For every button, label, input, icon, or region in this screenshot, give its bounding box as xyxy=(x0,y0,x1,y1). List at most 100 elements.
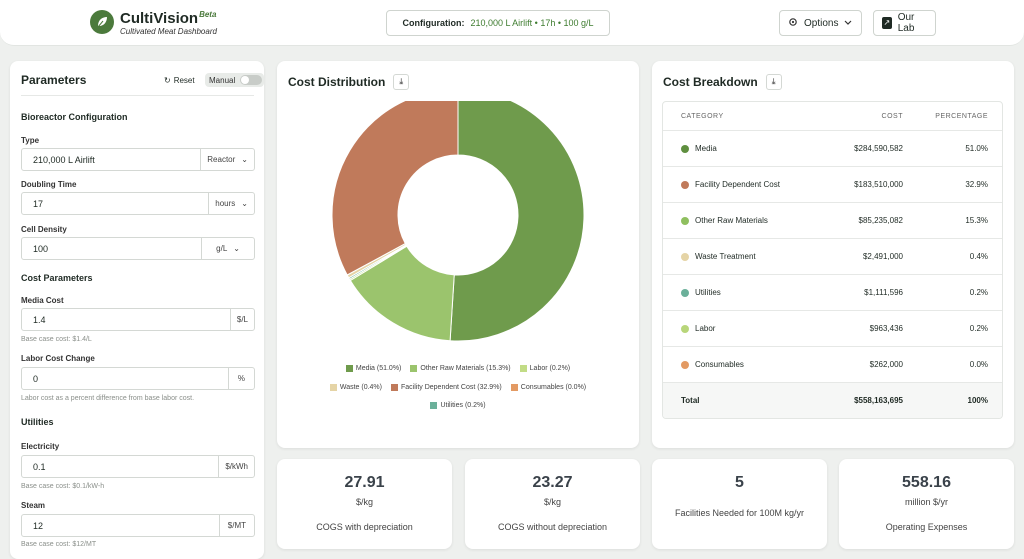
chevron-down-icon: ⌄ xyxy=(241,199,248,208)
app-header: CultiVisionBeta Cultivated Meat Dashboar… xyxy=(0,0,1024,46)
density-unit-label: g/L xyxy=(216,244,228,253)
category-color-dot xyxy=(681,216,689,225)
legend-swatch xyxy=(510,384,518,391)
manual-toggle[interactable]: Manual xyxy=(205,73,264,87)
toggle-switch[interactable] xyxy=(240,75,263,85)
download-icon[interactable]: ⤓ xyxy=(393,74,410,90)
legend-item-other-raw-materials[interactable]: Other Raw Materials (15.3%) xyxy=(410,365,511,372)
category-color-dot xyxy=(681,252,689,261)
density-unit-select[interactable]: g/L ⌄ xyxy=(201,238,254,259)
category-color-dot xyxy=(681,144,689,153)
hours-unit-select[interactable]: hours ⌄ xyxy=(208,193,254,214)
metric-label: Facilities Needed for 100M kg/yr xyxy=(674,508,805,518)
labor-cost-unit: % xyxy=(227,368,254,389)
legend-item-waste[interactable]: Waste (0.4%) xyxy=(329,384,382,391)
category-color-dot xyxy=(681,324,689,333)
table-total-row: Total $558,163,695 100% xyxy=(663,382,1002,418)
legend-swatch xyxy=(430,402,438,409)
total-percentage: 100% xyxy=(967,396,988,405)
labor-cost-value: 0 xyxy=(33,373,39,384)
metric-value: 558.16 xyxy=(902,474,951,491)
leaf-icon xyxy=(90,9,114,34)
media-cost-input[interactable]: 1.4 $/L xyxy=(21,308,255,331)
metric-unit: $/kg xyxy=(543,497,561,507)
legend-label: Facility Dependent Cost (32.9%) xyxy=(400,384,502,391)
type-select[interactable]: 210,000 L Airlift Reactor ⌄ xyxy=(21,148,255,171)
options-button[interactable]: Options xyxy=(779,10,862,36)
legend-swatch xyxy=(519,365,527,372)
steam-input[interactable]: 12 $/MT xyxy=(21,514,255,537)
legend-item-utilities[interactable]: Utilities (0.2%) xyxy=(430,402,486,409)
download-icon[interactable]: ⤓ xyxy=(765,74,782,90)
doubling-time-label: Doubling Time xyxy=(21,180,77,189)
table-row: Media $284,590,582 51.0% xyxy=(663,130,1002,166)
configuration-button[interactable]: Configuration: 210,000 L Airlift • 17h •… xyxy=(386,10,610,36)
table-header-row: CATEGORY COST PERCENTAGE xyxy=(663,102,1002,130)
app-logo[interactable]: CultiVisionBeta Cultivated Meat Dashboar… xyxy=(90,7,217,36)
steam-value: 12 xyxy=(33,520,44,531)
category-name: Media xyxy=(695,144,717,153)
reactor-unit-label: Reactor xyxy=(207,155,236,164)
steam-label: Steam xyxy=(21,501,46,510)
legend-label: Other Raw Materials (15.3%) xyxy=(420,365,511,372)
doubling-time-value: 17 xyxy=(33,198,44,209)
cost-cell: $2,491,000 xyxy=(862,252,903,261)
legend-swatch xyxy=(410,365,418,372)
cell-density-label: Cell Density xyxy=(21,225,67,234)
donut-slice-facility-dependent-cost[interactable] xyxy=(331,101,459,276)
metric-label: COGS with depreciation xyxy=(316,522,413,532)
external-link-icon: ↗ xyxy=(882,17,892,29)
table-row: Consumables $262,000 0.0% xyxy=(663,346,1002,382)
electricity-input[interactable]: 0.1 $/kWh xyxy=(21,455,255,478)
category-color-dot xyxy=(681,360,689,369)
metric-card-cogs-with-depreciation: 27.91 $/kg COGS with depreciation xyxy=(277,459,452,549)
our-lab-button[interactable]: ↗ Our Lab xyxy=(873,10,936,36)
legend-item-media[interactable]: Media (51.0%) xyxy=(345,365,401,372)
hours-unit-label: hours xyxy=(215,199,236,208)
legend-swatch xyxy=(390,384,398,391)
metric-label: COGS without depreciation xyxy=(497,522,608,532)
labor-cost-label: Labor Cost Change xyxy=(21,354,95,363)
cost-column-header: COST xyxy=(881,112,903,120)
cost-cell: $1,111,596 xyxy=(864,288,903,297)
cost-cell: $183,510,000 xyxy=(854,180,903,189)
legend-item-consumables[interactable]: Consumables (0.0%) xyxy=(510,384,586,391)
chevron-down-icon xyxy=(844,18,852,29)
metric-label: Operating Expenses xyxy=(885,522,968,532)
metric-unit: million $/yr xyxy=(904,497,948,507)
percentage-cell: 51.0% xyxy=(965,144,988,153)
manual-label: Manual xyxy=(209,75,236,85)
category-name: Labor xyxy=(695,324,716,333)
parameters-header: Parameters ↻ Reset Manual xyxy=(21,72,264,96)
category-color-dot xyxy=(681,180,689,189)
category-column-header: CATEGORY xyxy=(681,112,724,120)
table-row: Other Raw Materials $85,235,082 15.3% xyxy=(663,202,1002,238)
cost-cell: $963,436 xyxy=(869,324,903,333)
metric-value: 27.91 xyxy=(344,474,385,491)
percentage-column-header: PERCENTAGE xyxy=(935,112,988,120)
table-row: Facility Dependent Cost $183,510,000 32.… xyxy=(663,166,1002,202)
app-subtitle: Cultivated Meat Dashboard xyxy=(120,27,217,36)
doubling-time-input[interactable]: 17 hours ⌄ xyxy=(21,192,255,215)
cost-breakdown-title: Cost Breakdown xyxy=(663,75,758,89)
type-label: Type xyxy=(21,136,40,145)
media-cost-hint: Base case cost: $1.4/L xyxy=(21,336,92,343)
legend-item-facility-dependent-cost[interactable]: Facility Dependent Cost (32.9%) xyxy=(390,384,502,391)
media-cost-value: 1.4 xyxy=(33,314,46,325)
metric-card-operating-expenses: 558.16 million $/yr Operating Expenses xyxy=(839,459,1014,549)
parameters-title: Parameters xyxy=(21,73,87,87)
donut-slice-media[interactable] xyxy=(449,101,585,342)
legend-item-labor[interactable]: Labor (0.2%) xyxy=(519,365,570,372)
chart-legend-row-1: Media (51.0%) Other Raw Materials (15.3%… xyxy=(277,365,639,372)
total-cost: $558,163,695 xyxy=(854,396,903,405)
utilities-section-title: Utilities xyxy=(21,417,54,427)
reset-button[interactable]: ↻ Reset xyxy=(164,76,195,85)
reactor-unit-select[interactable]: Reactor ⌄ xyxy=(200,149,254,170)
our-lab-label: Our Lab xyxy=(897,12,915,34)
percentage-cell: 0.2% xyxy=(969,288,988,297)
cell-density-input[interactable]: 100 g/L ⌄ xyxy=(21,237,255,260)
config-label: Configuration: xyxy=(402,18,465,28)
cost-distribution-donut-chart xyxy=(331,101,585,342)
labor-cost-input[interactable]: 0 % xyxy=(21,367,255,390)
cell-density-value: 100 xyxy=(33,243,49,254)
